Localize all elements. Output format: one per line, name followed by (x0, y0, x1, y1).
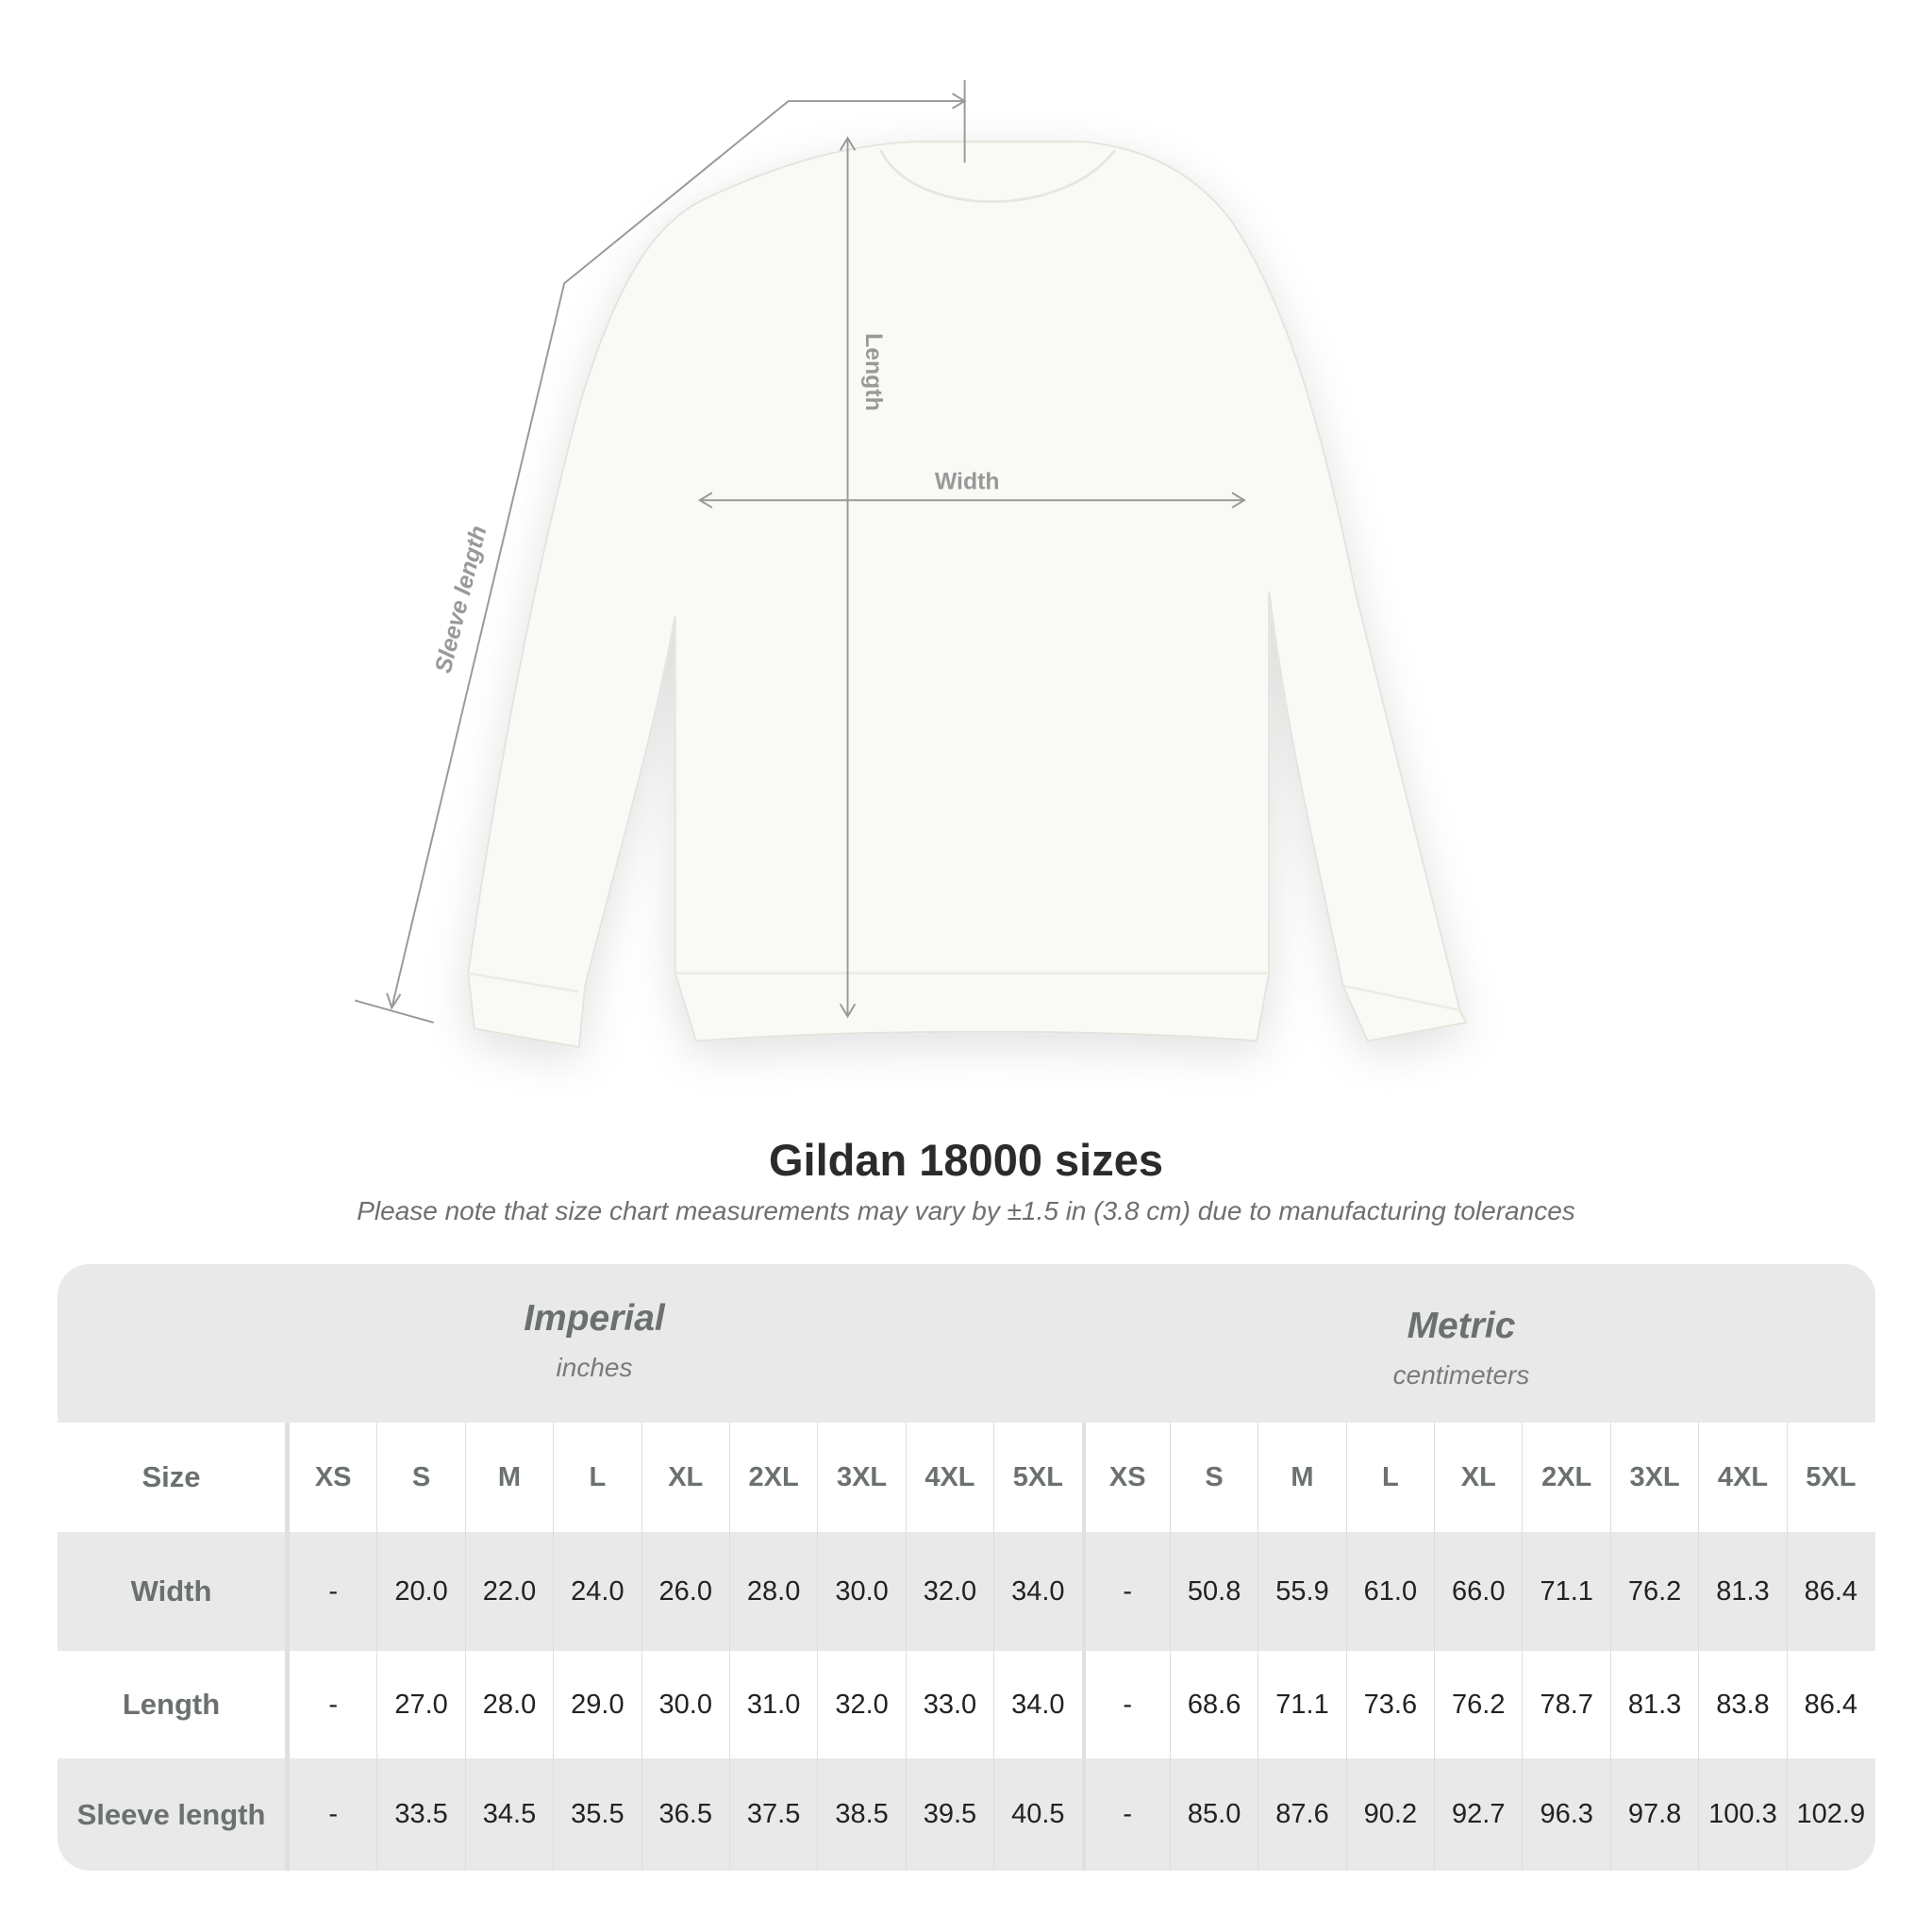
metric-value-cell: 50.8 (1169, 1532, 1257, 1651)
imperial-value-cell: 33.5 (376, 1758, 464, 1871)
metric-value-cell: - (1081, 1532, 1170, 1651)
size-header-cell: XS (1081, 1423, 1170, 1532)
metric-value-cell: 66.0 (1434, 1532, 1522, 1651)
size-header-cell: 2XL (1522, 1423, 1609, 1532)
size-table: Imperial inches Metric centimeters Size X… (58, 1264, 1875, 1871)
size-header-cell: XL (1434, 1423, 1522, 1532)
metric-unit: centimeters (1392, 1360, 1530, 1390)
sleeve-length-label: Sleeve length (431, 524, 492, 676)
metric-value-cell: 87.6 (1257, 1758, 1345, 1871)
size-header-cell: XL (641, 1423, 729, 1532)
metric-value-cell: 92.7 (1434, 1758, 1522, 1871)
imperial-value-cell: 24.0 (553, 1532, 641, 1651)
width-label: Width (935, 469, 1000, 494)
metric-value-cell: 86.4 (1786, 1532, 1874, 1651)
table-row: Length -27.0 28.0 29.0 30.0 31.0 32.0 33.0 34.0-… (58, 1651, 1875, 1758)
sweatshirt-measurement-diagram: Length Width Sleeve length (354, 79, 1468, 1049)
imperial-value-cell: - (289, 1651, 376, 1758)
metric-value-cell: 76.2 (1609, 1532, 1698, 1651)
imperial-value-cell: 33.0 (905, 1651, 993, 1758)
size-header-cell: 2XL (728, 1423, 817, 1532)
imperial-value-cell: 29.0 (553, 1651, 641, 1758)
imperial-value-cell: 34.5 (464, 1758, 553, 1871)
imperial-value-cell: 31.0 (728, 1651, 817, 1758)
table-row: Width -20.0 22.0 24.0 26.0 28.0 30.0 32.0 34.0-5… (58, 1532, 1875, 1651)
imperial-unit: inches (556, 1353, 633, 1382)
sweatshirt-image (467, 141, 1468, 1049)
imperial-value-cell: 34.0 (993, 1532, 1081, 1651)
width-arrow (697, 491, 1246, 508)
metric-value-cell: 76.2 (1434, 1651, 1522, 1758)
metric-value-cell: 100.3 (1698, 1758, 1786, 1871)
metric-value-cell: 81.3 (1609, 1651, 1698, 1758)
imperial-title: Imperial (524, 1298, 665, 1339)
imperial-value-cell: 30.0 (641, 1651, 729, 1758)
metric-value-cell: - (1081, 1758, 1170, 1871)
size-header-cell: S (1169, 1423, 1257, 1532)
metric-value-cell: 71.1 (1257, 1651, 1345, 1758)
imperial-value-cell: 26.0 (641, 1532, 729, 1651)
imperial-value-cell: 27.0 (376, 1651, 464, 1758)
metric-value-cell: 55.9 (1257, 1532, 1345, 1651)
size-header-cell: 4XL (905, 1423, 993, 1532)
imperial-value-cell: 34.0 (993, 1651, 1081, 1758)
imperial-header: Imperial inches (311, 1298, 877, 1383)
length-label: Length (860, 333, 886, 411)
imperial-value-cell: 40.5 (993, 1758, 1081, 1871)
metric-value-cell: 78.7 (1522, 1651, 1609, 1758)
imperial-value-cell: 20.0 (376, 1532, 464, 1651)
imperial-value-cell: 39.5 (905, 1758, 993, 1871)
metric-value-cell: - (1081, 1651, 1170, 1758)
size-header-cell: S (376, 1423, 464, 1532)
imperial-value-cell: 37.5 (728, 1758, 817, 1871)
collar (879, 149, 1116, 203)
metric-title: Metric (1407, 1306, 1516, 1346)
sleeve-length-line (354, 79, 967, 1024)
row-label: Width (58, 1532, 289, 1651)
imperial-value-cell: 28.0 (464, 1651, 553, 1758)
metric-value-cell: 90.2 (1345, 1758, 1434, 1871)
size-header-cell: M (464, 1423, 553, 1532)
imperial-value-cell: 22.0 (464, 1532, 553, 1651)
size-header-cell: 5XL (993, 1423, 1081, 1532)
metric-value-cell: 61.0 (1345, 1532, 1434, 1651)
size-header-cell: 3XL (1609, 1423, 1698, 1532)
imperial-value-cell: 30.0 (817, 1532, 905, 1651)
imperial-value-cell: 28.0 (728, 1532, 817, 1651)
table-header-band: Imperial inches Metric centimeters (58, 1264, 1875, 1423)
tolerance-note: Please note that size chart measurements… (357, 1196, 1575, 1225)
size-header-cell: L (1345, 1423, 1434, 1532)
metric-value-cell: 81.3 (1698, 1532, 1786, 1651)
metric-value-cell: 71.1 (1522, 1532, 1609, 1651)
row-label: Size (58, 1423, 289, 1532)
metric-value-cell: 97.8 (1609, 1758, 1698, 1871)
row-label: Sleeve length (58, 1758, 289, 1871)
imperial-value-cell: - (289, 1758, 376, 1871)
metric-value-cell: 68.6 (1169, 1651, 1257, 1758)
size-header-cell: M (1257, 1423, 1345, 1532)
row-label: Length (58, 1651, 289, 1758)
imperial-value-cell: 38.5 (817, 1758, 905, 1871)
imperial-value-cell: - (289, 1532, 376, 1651)
imperial-value-cell: 36.5 (641, 1758, 729, 1871)
metric-header: Metric centimeters (1178, 1306, 1744, 1391)
size-header-row: Size XS S M L XL 2XL 3XL 4XL 5XL XS S M L XL 2XL 3XL 4XL 5… (58, 1423, 1875, 1532)
length-arrow (839, 136, 857, 1019)
metric-value-cell: 85.0 (1169, 1758, 1257, 1871)
metric-value-cell: 102.9 (1786, 1758, 1874, 1871)
metric-value-cell: 86.4 (1786, 1651, 1874, 1758)
size-header-cell: 4XL (1698, 1423, 1786, 1532)
size-header-cell: L (553, 1423, 641, 1532)
page-title: Gildan 18000 sizes (768, 1135, 1164, 1185)
metric-value-cell: 73.6 (1345, 1651, 1434, 1758)
size-header-cell: 5XL (1786, 1423, 1874, 1532)
size-header-cell: XS (289, 1423, 376, 1532)
metric-value-cell: 96.3 (1522, 1758, 1609, 1871)
metric-value-cell: 83.8 (1698, 1651, 1786, 1758)
imperial-value-cell: 35.5 (553, 1758, 641, 1871)
size-header-cell: 3XL (817, 1423, 905, 1532)
table-row: Sleeve length -33.5 34.5 35.5 36.5 37.5 38.5 39… (58, 1758, 1875, 1871)
imperial-value-cell: 32.0 (905, 1532, 993, 1651)
imperial-value-cell: 32.0 (817, 1651, 905, 1758)
